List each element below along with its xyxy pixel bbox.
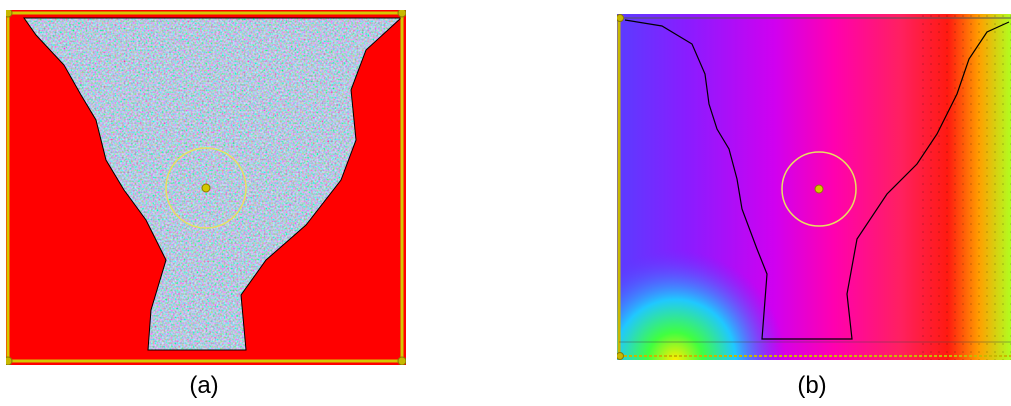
panel-a-center-point (201, 183, 211, 193)
panel-a-frame (6, 11, 404, 363)
panel-b (617, 14, 1011, 360)
caption-b: (b) (797, 372, 827, 399)
panel-a-plot (6, 10, 406, 365)
panel-b-circle (781, 151, 857, 227)
caption-a: (a) (189, 372, 219, 399)
panel-b-plot (617, 14, 1011, 360)
panel-a (6, 10, 406, 365)
panel-b-contour (624, 19, 1010, 340)
panel-a-circle (165, 147, 247, 229)
panel-a-contour (23, 17, 403, 351)
panel-b-center-point (814, 184, 824, 194)
